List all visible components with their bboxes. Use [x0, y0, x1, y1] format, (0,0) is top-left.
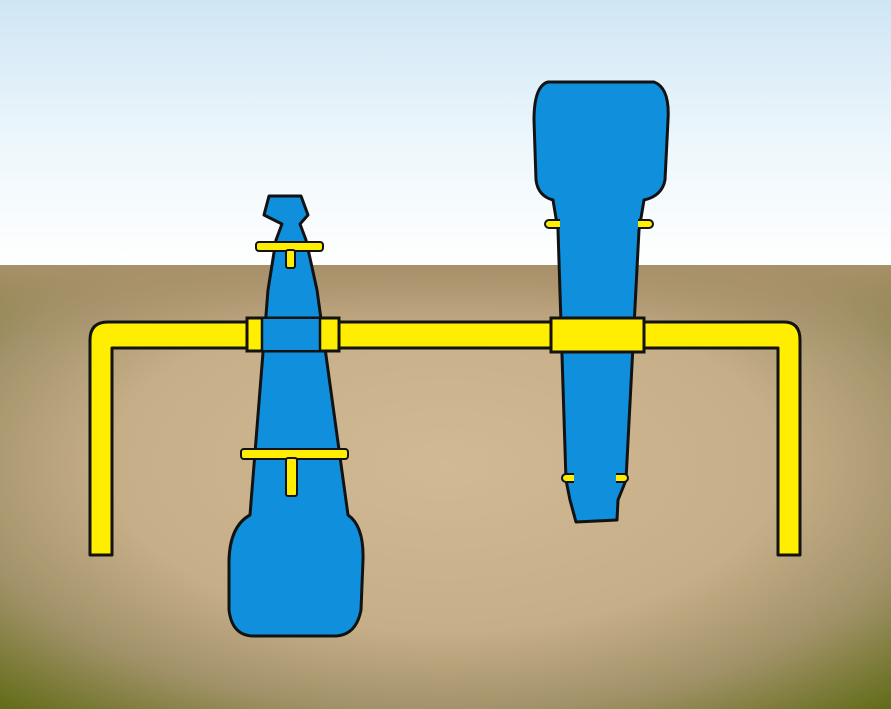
right-device-tab-mask — [560, 219, 638, 483]
left-pipe-clamp — [245, 316, 341, 353]
left-device-upper-clamp — [255, 241, 324, 269]
sky — [0, 0, 891, 268]
right-pipe-clamp — [549, 316, 646, 354]
left-device-lower-clamp — [240, 448, 349, 497]
yellow-pipe-frame — [88, 320, 802, 557]
left-blue-device — [227, 194, 365, 638]
